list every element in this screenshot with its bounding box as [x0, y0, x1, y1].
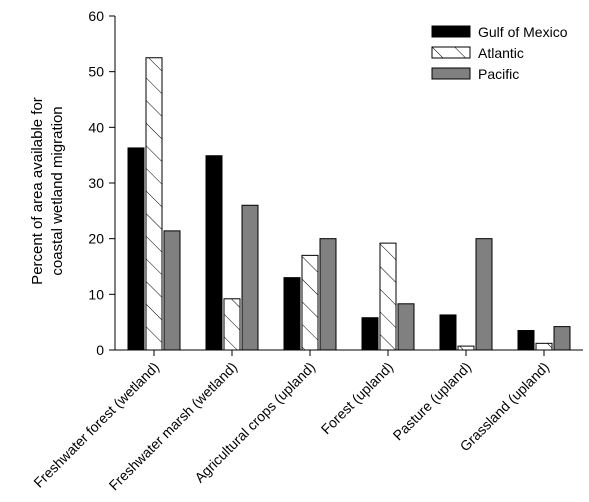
bar: [163, 230, 181, 351]
y-tick-label: 0: [96, 342, 104, 358]
x-tick-label: Freshwater marsh (wetland): [106, 359, 241, 494]
legend-label: Atlantic: [478, 45, 524, 61]
legend-label: Pacific: [478, 66, 519, 82]
legend-swatch: [431, 25, 471, 38]
x-tick-label: Forest (upland): [318, 359, 396, 437]
y-tick-label: 10: [88, 286, 104, 302]
bar: [535, 342, 553, 351]
y-axis-title-line: coastal wetland migration: [49, 106, 66, 275]
x-tick-label: Freshwater forest (wetland): [30, 359, 162, 491]
y-tick-label: 50: [88, 64, 104, 80]
legend-swatch: [431, 46, 471, 59]
bar: [439, 314, 457, 351]
bar: [283, 277, 301, 351]
y-tick-label: 60: [88, 8, 104, 24]
bar: [517, 330, 535, 351]
bar: [319, 238, 337, 351]
legend-label: Gulf of Mexico: [478, 24, 568, 40]
y-tick-label: 40: [88, 119, 104, 135]
bar: [379, 242, 397, 351]
bar: [475, 238, 493, 351]
bar: [361, 317, 379, 351]
bar: [145, 57, 163, 351]
legend-swatch: [431, 67, 471, 80]
bar: [205, 155, 223, 351]
x-tick-label: Pasture (upland): [390, 359, 475, 444]
bar: [241, 204, 259, 351]
bar: [553, 326, 571, 351]
y-tick-label: 20: [88, 231, 104, 247]
bar: [397, 303, 415, 351]
y-axis-title-line: Percent of area available for: [29, 97, 46, 285]
bar: [301, 254, 319, 351]
bar: [457, 345, 475, 351]
y-tick-label: 30: [88, 175, 104, 191]
bar: [223, 298, 241, 351]
bar: [127, 147, 145, 351]
